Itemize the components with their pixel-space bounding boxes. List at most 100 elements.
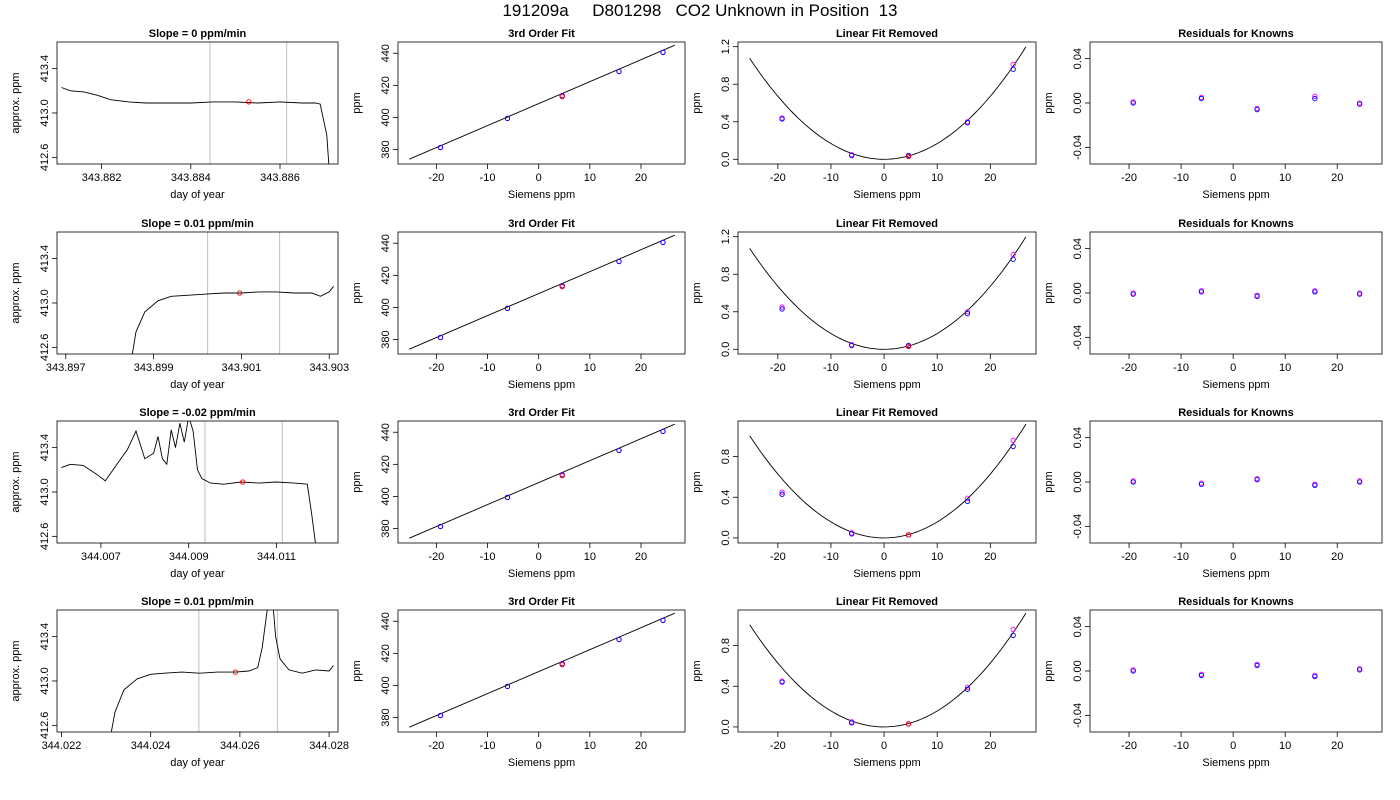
x-tick-label: -10 <box>1173 551 1189 563</box>
residual-point <box>1312 289 1318 295</box>
x-tick-label: 10 <box>1279 362 1291 374</box>
y-axis-label: ppm <box>351 471 363 492</box>
panel-title: 3rd Order Fit <box>508 218 575 230</box>
x-tick-label: -20 <box>428 362 444 374</box>
plot-frame <box>1089 609 1383 733</box>
plot-area <box>409 423 675 539</box>
residuals-panel: Residuals for Knowns -20 -10 0 10 20 -0.04 0.00… <box>1043 596 1383 769</box>
plot-area <box>409 44 675 160</box>
x-tick-label: 20 <box>635 172 647 184</box>
x-tick-label: -20 <box>428 740 444 752</box>
plot-area <box>61 42 330 164</box>
y-tick-label: 412.6 <box>39 334 51 362</box>
y-tick-label: 413.0 <box>39 99 51 127</box>
x-tick-label: -20 <box>1121 740 1137 752</box>
y-tick-label: 420 <box>380 455 392 473</box>
known-point <box>964 120 971 126</box>
x-tick-label: 0 <box>536 362 542 374</box>
linear-removed-panel: Linear Fit Removed -20 -10 0 10 20 0.0 0.4 0.8 1.… <box>691 28 1037 201</box>
y-tick-label: 440 <box>380 612 392 630</box>
x-tick-label: -10 <box>823 551 839 563</box>
x-tick-label: 20 <box>635 551 647 563</box>
residual-point <box>1312 482 1318 488</box>
y-tick-label: 380 <box>380 519 392 537</box>
y-tick-label: 413.4 <box>39 55 51 83</box>
time-series-panel: Slope = 0.01 ppm/min 343.897 343.899 343.90… <box>10 218 349 391</box>
x-tick-label: 10 <box>931 740 943 752</box>
x-tick-label: 343.899 <box>134 362 174 374</box>
known-point <box>437 712 444 719</box>
plot-frame <box>397 41 686 165</box>
y-axis-label: ppm <box>1043 660 1055 681</box>
plot-area <box>110 610 334 732</box>
y-tick-label: 380 <box>380 330 392 348</box>
y-axis-label: ppm <box>1043 282 1055 303</box>
residuals-panel: Residuals for Knowns -20 -10 0 10 20 -0.04 0.00… <box>1043 407 1383 580</box>
plot-frame <box>737 41 1037 165</box>
residual-point <box>1198 289 1205 295</box>
known-point <box>660 49 666 56</box>
residual-point <box>1312 95 1318 102</box>
y-tick-label: -0.04 <box>1072 325 1084 350</box>
y-tick-label: 420 <box>380 644 392 662</box>
series-line <box>61 87 330 164</box>
x-tick-label: 0 <box>1230 362 1236 374</box>
unknown-point <box>559 472 565 479</box>
x-axis-label: Siemens ppm <box>853 379 920 391</box>
x-tick-label: 10 <box>1279 551 1291 563</box>
y-tick-label: 0.4 <box>720 114 732 129</box>
known-point <box>660 239 666 246</box>
known-point <box>964 684 971 690</box>
x-tick-label: 344.009 <box>169 551 209 563</box>
panel-title: Residuals for Knowns <box>1178 596 1294 608</box>
panel-title: Slope = -0.02 ppm/min <box>139 407 256 419</box>
series-line <box>110 610 334 732</box>
y-tick-label: 400 <box>380 487 392 505</box>
known-point <box>437 523 444 530</box>
x-axis-label: day of year <box>170 189 225 201</box>
fit-panel: 3rd Order Fit -20 -10 0 10 20 380 400 420 440 Siem… <box>351 407 686 580</box>
x-tick-label: 343.903 <box>309 362 349 374</box>
x-tick-label: 0 <box>1230 172 1236 184</box>
x-tick-label: -20 <box>770 362 786 374</box>
plot-frame <box>737 231 1037 355</box>
known-point <box>437 144 444 151</box>
known-point <box>616 636 622 643</box>
plot-frame <box>397 231 686 355</box>
x-tick-label: -10 <box>480 740 496 752</box>
plot-frame <box>1089 41 1383 165</box>
y-tick-label: 0.0 <box>720 530 732 545</box>
plot-frame <box>56 420 339 544</box>
residual-point <box>1356 101 1363 107</box>
y-axis-label: ppm <box>691 282 703 303</box>
plot-frame <box>56 609 339 733</box>
y-tick-label: 0.00 <box>1072 660 1084 681</box>
y-tick-label: 0.00 <box>1072 92 1084 113</box>
plot-area <box>1130 661 1363 680</box>
known-point <box>779 491 785 497</box>
y-tick-label: 0.4 <box>720 490 732 505</box>
unknown-point <box>559 93 565 100</box>
x-tick-label: 0 <box>881 362 887 374</box>
y-tick-label: 0.04 <box>1072 616 1084 637</box>
y-tick-label: 412.6 <box>39 712 51 740</box>
panel-title: Linear Fit Removed <box>836 218 938 230</box>
residual-point <box>1356 667 1363 673</box>
panel-title: Slope = 0 ppm/min <box>149 28 247 40</box>
y-tick-label: 0.0 <box>720 719 732 734</box>
x-tick-label: 10 <box>931 362 943 374</box>
y-tick-label: 412.6 <box>39 144 51 172</box>
x-tick-label: -10 <box>480 362 496 374</box>
known-point <box>779 116 785 122</box>
y-tick-label: -0.04 <box>1072 514 1084 539</box>
x-tick-label: 343.901 <box>222 362 262 374</box>
known-point <box>1010 632 1016 639</box>
residual-point <box>1254 293 1260 299</box>
residual-point <box>1130 668 1136 674</box>
unknown-point <box>559 661 565 668</box>
y-tick-label: 0.04 <box>1072 238 1084 259</box>
known-point <box>1010 66 1016 72</box>
residual-point <box>1130 479 1136 485</box>
fit-panel: 3rd Order Fit -20 -10 0 10 20 380 400 420 440 Siem… <box>351 28 686 201</box>
